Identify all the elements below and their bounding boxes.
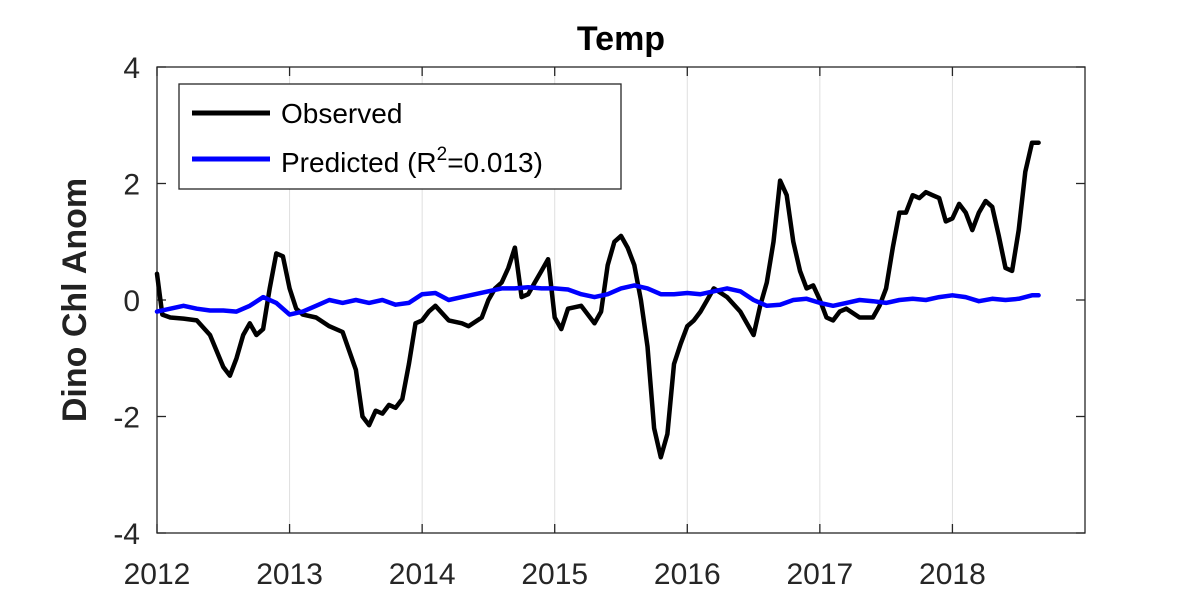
legend-predicted-superscript: 2: [437, 144, 448, 165]
legend-label-predicted: Predicted (R2=0.013): [281, 144, 543, 178]
x-tick-label-2012: 2012: [124, 558, 191, 591]
series-line-predicted: [154, 283, 1041, 317]
x-tick-label-2014: 2014: [389, 558, 456, 591]
chart-title: Temp: [577, 20, 665, 58]
y-tick-label--2: -2: [113, 402, 140, 435]
legend-predicted-suffix: =0.013): [447, 147, 543, 178]
x-tick-label-2015: 2015: [521, 558, 588, 591]
x-tick-labels: 2012 2013 2014 2015 2016 2017 2018: [124, 558, 986, 591]
x-tick-label-2017: 2017: [786, 558, 853, 591]
y-tick-label-4: 4: [123, 52, 140, 85]
legend-box: [178, 83, 622, 190]
x-tick-label-2013: 2013: [256, 558, 323, 591]
series-line-observed: [154, 140, 1041, 460]
data-series: [154, 140, 1041, 460]
legend: Observed Predicted (R2=0.013): [178, 83, 622, 190]
y-tick-label--4: -4: [113, 518, 140, 551]
x-tick-label-2018: 2018: [919, 558, 986, 591]
legend-predicted-prefix: Predicted (R: [281, 147, 437, 178]
y-tick-label-0: 0: [123, 285, 140, 318]
legend-label-observed: Observed: [281, 98, 402, 129]
y-tick-label-2: 2: [123, 169, 140, 202]
y-axis-label: Dino Chl Anom: [56, 178, 94, 422]
x-tick-label-2016: 2016: [654, 558, 721, 591]
y-tick-labels: 4 2 0 -2 -4: [113, 52, 140, 551]
